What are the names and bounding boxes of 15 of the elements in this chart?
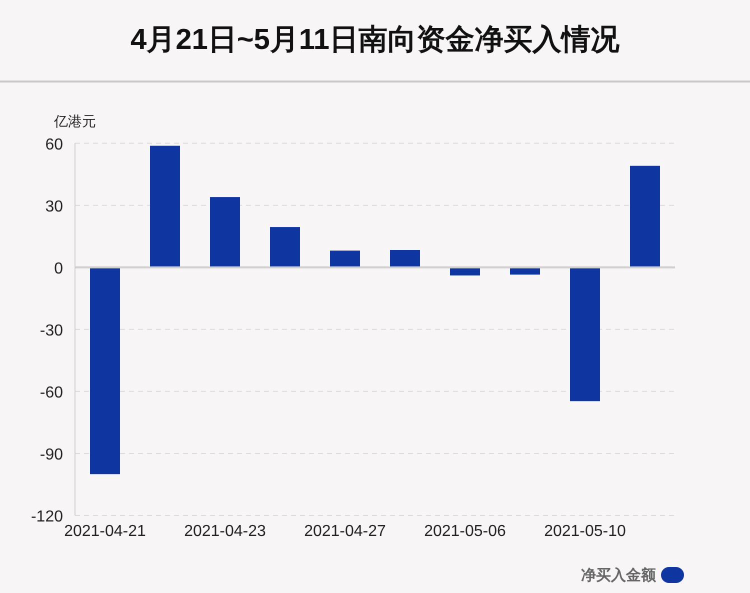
ytick: -120 (30, 508, 63, 526)
ytick: 0 (54, 260, 63, 278)
xtick: 2021-04-27 (304, 523, 386, 540)
xtick: 2021-05-06 (424, 523, 506, 540)
ytick: 30 (45, 198, 63, 216)
ylabel: 亿港元 (54, 113, 96, 129)
xtick: 2021-04-23 (184, 523, 266, 540)
ytick: -30 (40, 322, 63, 340)
xtick: 2021-05-10 (544, 523, 626, 540)
title: 4月21日~5月11日南向资金净买入情况 (130, 24, 620, 56)
ytick: -90 (40, 446, 63, 464)
xtick: 2021-04-21 (64, 523, 146, 540)
ytick: 60 (45, 136, 63, 154)
legend: 净买入金额 (581, 567, 656, 584)
ytick: -60 (40, 384, 63, 402)
